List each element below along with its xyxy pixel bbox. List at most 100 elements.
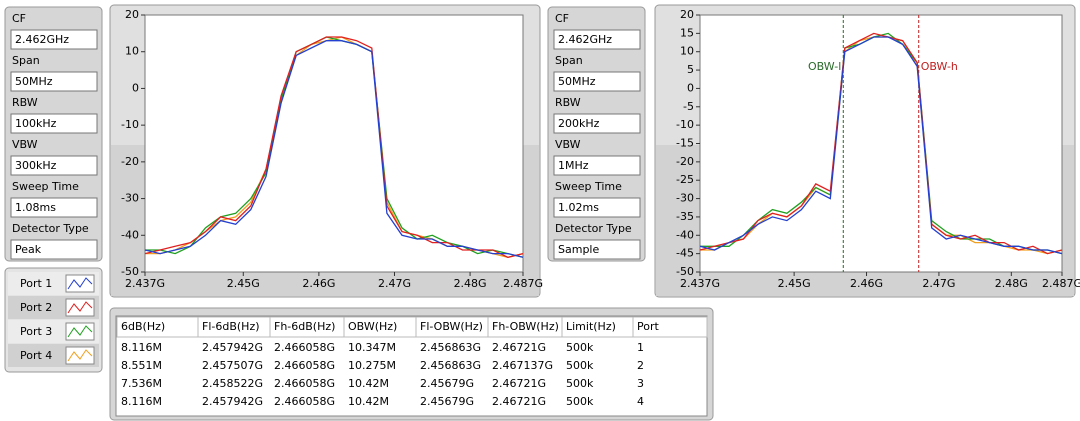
y-tick-label: -5	[683, 100, 694, 113]
y-tick-label: -30	[676, 192, 694, 205]
table-cell: 8.116M	[121, 341, 162, 354]
legend-swatch	[67, 277, 93, 290]
obw-marker-label: OBW-l	[808, 60, 841, 73]
y-tick-label: -50	[676, 265, 694, 278]
table-header: Fh-OBW(Hz)	[492, 320, 559, 333]
table-cell: 2.467137G	[492, 359, 553, 372]
setting-input[interactable]	[553, 29, 641, 50]
setting-input[interactable]	[553, 197, 641, 218]
table-cell: 7.536M	[121, 377, 162, 390]
setting-value: 200kHz	[558, 117, 600, 130]
table-header: Fl-6dB(Hz)	[202, 320, 260, 333]
y-tick-label: 10	[125, 45, 139, 58]
legend-swatch-box	[65, 322, 95, 341]
table-cell: 10.42M	[348, 395, 389, 408]
table-cell: 500k	[566, 359, 594, 372]
table-cell: 2.457942G	[202, 341, 263, 354]
table-cell: 2.458522G	[202, 377, 263, 390]
table-cell: 500k	[566, 377, 594, 390]
x-tick-label: 2.46G	[850, 277, 883, 290]
table-cell: 2.46721G	[492, 395, 546, 408]
legend-label: Port 4	[20, 349, 52, 362]
setting-input[interactable]	[10, 113, 98, 134]
obw-marker-label: OBW-h	[921, 60, 958, 73]
table-cell: 500k	[566, 341, 594, 354]
table-cell: 2.46721G	[492, 377, 546, 390]
y-tick-label: -35	[676, 210, 694, 223]
setting-input[interactable]	[10, 239, 98, 260]
legend-label: Port 1	[20, 277, 52, 290]
setting-input[interactable]	[10, 155, 98, 176]
table-cell: 2.456863G	[420, 341, 481, 354]
trace	[699, 36, 1063, 255]
setting-label: Detector Type	[12, 222, 89, 235]
setting-input[interactable]	[553, 71, 641, 92]
y-tick-label: -20	[121, 155, 139, 168]
setting-label: Span	[555, 54, 583, 67]
y-tick-label: -15	[676, 137, 694, 150]
table-header: 6dB(Hz)	[121, 320, 165, 333]
x-tick-label: 2.46G	[302, 277, 335, 290]
x-tick-label: 2.487G	[1042, 277, 1080, 290]
setting-value: 1.02ms	[558, 201, 599, 214]
table-header: Fl-OBW(Hz)	[420, 320, 483, 333]
x-tick-label: 2.48G	[454, 277, 487, 290]
table-cell: 8.116M	[121, 395, 162, 408]
trace	[144, 40, 524, 258]
legend-swatch	[67, 349, 93, 362]
table-header: OBW(Hz)	[348, 320, 397, 333]
y-tick-label: -10	[121, 118, 139, 131]
setting-label: VBW	[555, 138, 581, 151]
setting-input[interactable]	[553, 239, 641, 260]
setting-value: 1.08ms	[15, 201, 56, 214]
setting-input[interactable]	[10, 29, 98, 50]
table-cell: 2.466058G	[274, 359, 335, 372]
y-tick-label: 0	[132, 81, 139, 94]
setting-label: Sweep Time	[12, 180, 79, 193]
table-cell: 8.551M	[121, 359, 162, 372]
setting-input[interactable]	[553, 155, 641, 176]
y-tick-label: 20	[680, 8, 694, 21]
table-cell: 2.457507G	[202, 359, 263, 372]
setting-input[interactable]	[10, 71, 98, 92]
table-header: Limit(Hz)	[566, 320, 616, 333]
table-cell: 10.42M	[348, 377, 389, 390]
setting-value: 50MHz	[15, 75, 53, 88]
legend-label: Port 3	[20, 325, 52, 338]
table-cell: 10.347M	[348, 341, 396, 354]
setting-label: RBW	[12, 96, 38, 109]
setting-input[interactable]	[10, 197, 98, 218]
x-tick-label: 2.487G	[503, 277, 543, 290]
setting-input[interactable]	[553, 113, 641, 134]
table-cell: 3	[637, 377, 644, 390]
legend-swatch	[67, 325, 93, 338]
setting-value: Peak	[15, 243, 42, 256]
x-tick-label: 2.47G	[922, 277, 955, 290]
x-tick-label: 2.45G	[227, 277, 260, 290]
y-tick-label: -40	[121, 228, 139, 241]
table-header-cell	[632, 316, 708, 338]
setting-label: Span	[12, 54, 40, 67]
table-cell: 2	[637, 359, 644, 372]
table-cell: 2.45679G	[420, 395, 474, 408]
legend-swatch-box	[65, 274, 95, 293]
setting-value: Sample	[558, 243, 599, 256]
plot-area	[699, 14, 1063, 273]
y-tick-label: -25	[676, 173, 694, 186]
table-header: Fh-6dB(Hz)	[274, 320, 335, 333]
table-header: Port	[637, 320, 659, 333]
x-tick-label: 2.45G	[778, 277, 811, 290]
setting-label: CF	[12, 12, 26, 25]
y-tick-label: -10	[676, 118, 694, 131]
y-tick-label: -40	[676, 228, 694, 241]
trace	[144, 36, 524, 258]
setting-label: Sweep Time	[555, 180, 622, 193]
table-cell: 10.275M	[348, 359, 396, 372]
table-cell: 1	[637, 341, 644, 354]
y-tick-label: -20	[676, 155, 694, 168]
table-cell: 500k	[566, 395, 594, 408]
y-tick-label: 15	[680, 26, 694, 39]
setting-label: Detector Type	[555, 222, 632, 235]
table-cell: 2.466058G	[274, 341, 335, 354]
